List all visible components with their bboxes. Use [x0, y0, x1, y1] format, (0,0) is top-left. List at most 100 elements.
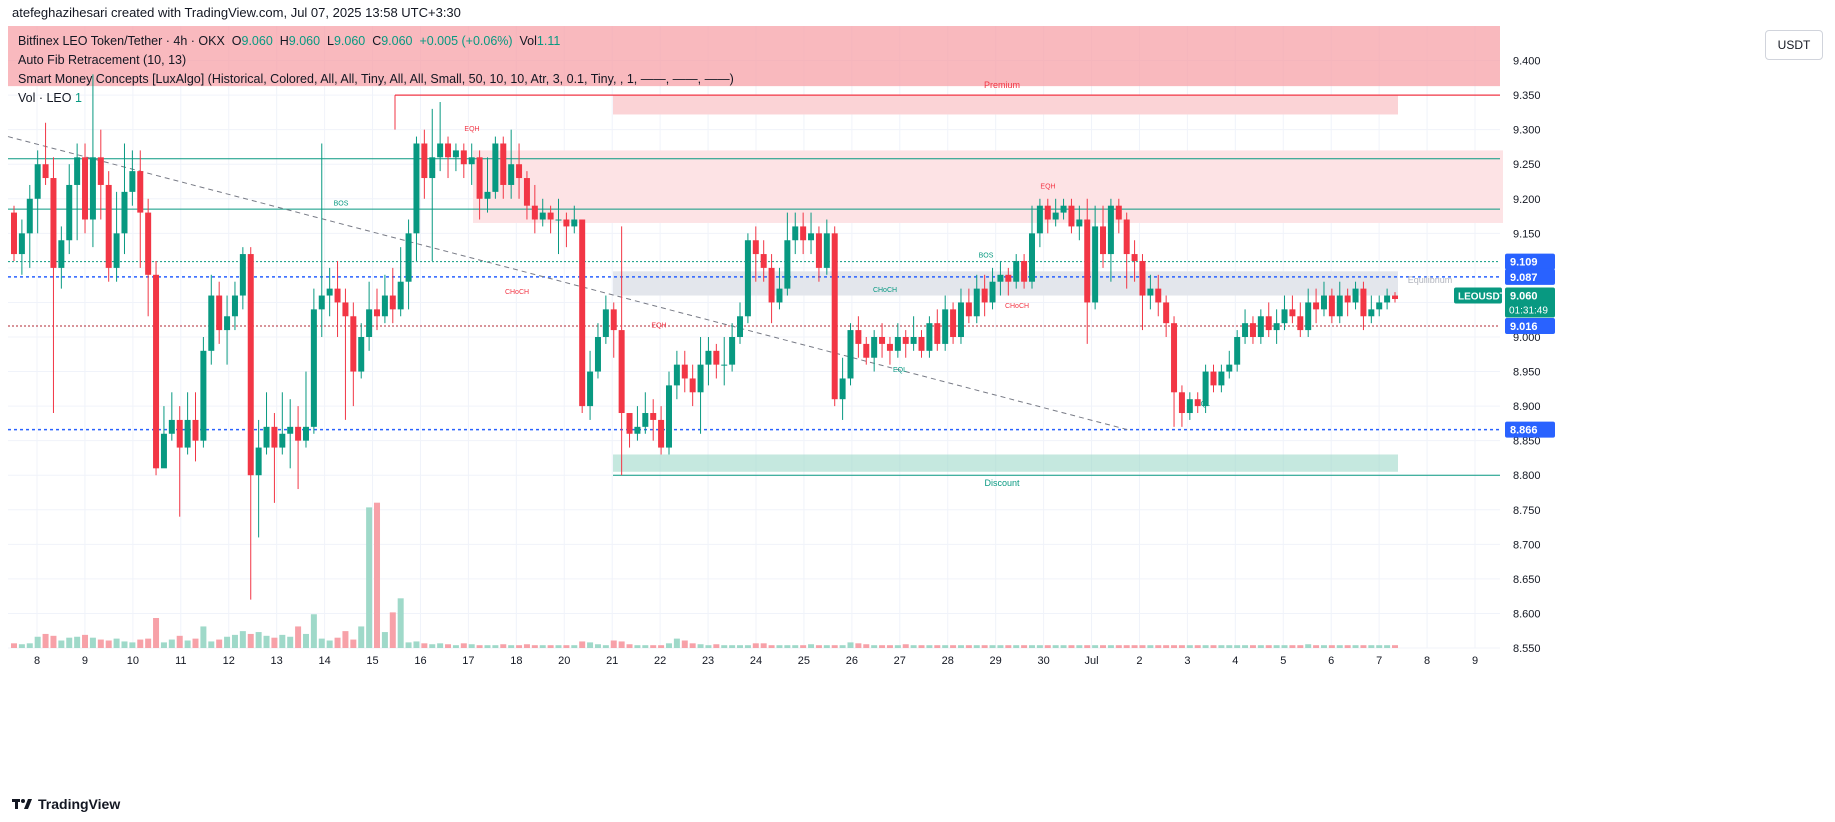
candle-body	[1021, 260, 1028, 282]
volume-bar	[626, 644, 633, 648]
volume-bar	[492, 645, 499, 648]
volume-bar	[965, 645, 972, 648]
volume-bar	[650, 645, 657, 648]
candle-body	[886, 343, 893, 351]
x-tick-label: 27	[894, 655, 906, 667]
smc-annotation: EQH	[1040, 183, 1055, 190]
indicator-volume[interactable]: Vol · LEO 1	[18, 89, 734, 108]
price-label-bg	[1505, 253, 1555, 270]
symbol-name[interactable]: Bitfinex LEO Token/Tether · 4h · OKX	[18, 34, 225, 48]
candle-body	[579, 219, 586, 407]
candle-body	[981, 288, 988, 303]
candle-body	[523, 178, 530, 206]
candle-body	[255, 447, 262, 476]
volume-bar	[1028, 645, 1035, 648]
candle-body	[689, 378, 696, 393]
candle-body	[894, 337, 901, 351]
smc-annotation: CHoCH	[505, 289, 529, 296]
candle-body	[271, 426, 278, 448]
volume-bar	[18, 644, 25, 648]
volume-bar	[886, 645, 893, 648]
x-tick-label: 16	[414, 655, 426, 667]
indicator-smc[interactable]: Smart Money Concepts [LuxAlgo] (Historic…	[18, 72, 734, 86]
candle-body	[468, 157, 475, 165]
candle-body	[121, 191, 128, 234]
y-tick-label: 8.950	[1513, 367, 1541, 379]
trend-line	[7, 136, 1131, 431]
chart-svg[interactable]: 9.4009.3509.3009.2509.2009.1509.1009.050…	[0, 26, 1835, 792]
candle-body	[247, 254, 254, 476]
smc-annotation: EQH	[464, 126, 479, 133]
price-label-bg	[1505, 421, 1555, 438]
volume-bar	[579, 641, 586, 648]
candle-body	[1384, 295, 1391, 303]
volume-bar	[11, 643, 17, 648]
candle-body	[721, 364, 728, 366]
candle-body	[1320, 295, 1327, 310]
candle-body	[216, 295, 223, 331]
volume-bar	[287, 636, 294, 648]
y-tick-label: 9.350	[1513, 90, 1541, 102]
volume-bar	[610, 640, 617, 648]
candle-body	[34, 164, 41, 199]
candle-body	[263, 426, 270, 448]
x-tick-label: 9	[1472, 655, 1478, 667]
candle-body	[847, 330, 854, 379]
high-value: 9.060	[288, 34, 321, 48]
x-tick-label: 26	[846, 655, 858, 667]
candle-body	[800, 226, 807, 241]
volume-bar	[1155, 645, 1162, 648]
candle-body	[129, 171, 136, 192]
candle-body	[1092, 226, 1099, 303]
volume-bar	[192, 638, 199, 648]
x-tick-label: 14	[318, 655, 330, 667]
volume-bar	[721, 645, 728, 648]
volume-bar	[200, 626, 207, 648]
candle-body	[97, 157, 104, 185]
volume-bar	[145, 638, 152, 648]
candle-body	[18, 233, 25, 255]
smc-annotation: CHoCH	[873, 287, 897, 294]
candle-body	[137, 171, 144, 213]
volume-bar	[82, 634, 89, 648]
candle-body	[1084, 219, 1091, 303]
price-label-bg	[1505, 317, 1555, 334]
candle-body	[879, 337, 886, 344]
price-chart[interactable]: 9.4009.3509.3009.2509.2009.1509.1009.050…	[0, 26, 1835, 792]
candle-body	[1392, 295, 1398, 299]
candle-body	[863, 343, 870, 358]
volume-bar	[1265, 645, 1272, 648]
volume-bar	[1107, 645, 1114, 648]
close-label: C	[372, 34, 382, 48]
indicator-fib[interactable]: Auto Fib Retracement (10, 13)	[18, 53, 187, 67]
volume-bar	[957, 645, 964, 648]
volume-bar	[981, 645, 988, 648]
candle-body	[1060, 205, 1067, 213]
volume-bar	[58, 640, 65, 648]
candle-body	[74, 157, 81, 185]
volume-bar	[776, 645, 783, 648]
candle-body	[1289, 309, 1296, 317]
candle-body	[279, 433, 286, 448]
candle-body	[594, 337, 601, 372]
x-tick-label: 3	[1184, 655, 1190, 667]
volume-bar	[279, 634, 286, 648]
candle-body	[602, 309, 609, 337]
volume-bar	[902, 644, 909, 648]
candle-body	[737, 316, 744, 337]
candle-body	[1163, 302, 1170, 324]
y-tick-label: 8.650	[1513, 574, 1541, 586]
high-label: H	[279, 34, 289, 48]
candle-body	[1265, 316, 1272, 331]
x-tick-label: 28	[942, 655, 954, 667]
candle-body	[287, 426, 294, 434]
candle-body	[381, 295, 388, 317]
x-tick-label: 13	[271, 655, 283, 667]
candle-body	[192, 419, 199, 441]
volume-bar	[934, 645, 941, 648]
candle-body	[1131, 254, 1138, 261]
volume-bar	[1384, 645, 1391, 648]
candle-body	[1218, 371, 1225, 386]
tradingview-brand[interactable]: TradingView	[38, 796, 121, 812]
currency-button[interactable]: USDT	[1765, 30, 1823, 60]
